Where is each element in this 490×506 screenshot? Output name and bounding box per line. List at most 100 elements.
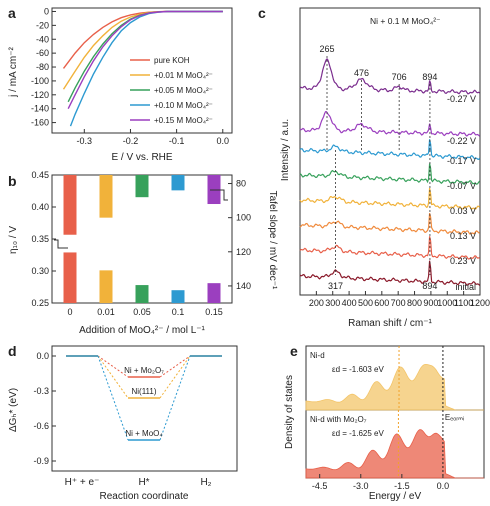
panel-d-ytick-label: 0.0 — [36, 351, 49, 361]
panel-b-xtick-label: 0 — [67, 307, 72, 317]
panel-e-fermi-label: Eₑₒᵣₘᵢ — [445, 413, 465, 422]
panel-d-frame — [51, 345, 238, 472]
panel-b-eta-bar — [207, 283, 221, 303]
panel-e-series-label: Ni-d — [310, 351, 325, 360]
panel-b-ytick-label: 0.40 — [31, 202, 49, 212]
panel-b-xtick-label: 0.15 — [205, 307, 223, 317]
panel-c-frame — [299, 7, 481, 296]
panel-c-xtick-label: 500 — [358, 298, 373, 308]
panel-e-center-label: εd = -1.625 eV — [332, 429, 384, 438]
panel-label-c: c — [258, 5, 266, 21]
panel-c-ylabel: Intensity / a.u. — [280, 119, 291, 181]
panel-c-potential-label: -0.22 V — [447, 136, 476, 146]
panel-a-xlabel: E / V vs. RHE — [111, 152, 172, 163]
panel-c-spectrum-line — [299, 111, 481, 137]
panel-b-eta-bar — [63, 252, 77, 303]
panel-e-xtick-label: -4.5 — [312, 481, 328, 491]
panel-a-ylabel: j / mA cm⁻² — [8, 46, 19, 97]
panel-b-y2label: Tafel slope / mV dec⁻¹ — [267, 191, 278, 290]
panel-b-y2tick-label: 80 — [236, 179, 246, 189]
panel-c-potential-label: 0.03 V — [450, 206, 476, 216]
panel-d-xtick-label: H₂ — [200, 477, 211, 488]
panel-c-peak-label-bottom: 317 — [328, 281, 343, 291]
panel-b-ytick-label: 0.25 — [31, 298, 49, 308]
panel-b-y2tick-label: 100 — [236, 213, 251, 223]
panel-b-xtick-label: 0.05 — [133, 307, 151, 317]
panel-c-xtick-label: 800 — [407, 298, 422, 308]
panel-c-spectrum-line — [299, 187, 481, 210]
panel-b-ytick-label: 0.30 — [31, 266, 49, 276]
panel-a-xtick-label: -0.1 — [169, 136, 185, 146]
panel-c-xtick-label: 300 — [325, 298, 340, 308]
panel-b-bar-chart: 0.25 0.30 0.35 0.40 0.45 80 100 120 140 0 0.01 0.05… — [8, 170, 278, 336]
panel-a-ytick-label: 0 — [44, 6, 49, 16]
panel-a-ytick-label: -40 — [36, 34, 49, 44]
panel-c-potential-label: initial — [455, 282, 476, 292]
panel-c-xtick-label: 1000 — [437, 298, 457, 308]
panel-c-xlabel: Raman shift / cm⁻¹ — [348, 318, 432, 329]
panel-d-xtick-label: H⁺ + e⁻ — [65, 477, 100, 488]
panel-d-connector — [159, 355, 191, 399]
panel-c-xtick-label: 600 — [374, 298, 389, 308]
panel-d-series-label: Ni + MoO₄ — [125, 429, 162, 438]
panel-e-xtick-label: 0.0 — [437, 481, 450, 491]
panel-d-connector — [97, 355, 129, 441]
panel-d-connector — [159, 355, 191, 441]
panel-a-xtick-label: -0.2 — [123, 136, 139, 146]
panel-d-ytick-label: -0.6 — [33, 421, 49, 431]
panel-d-series-label: Ni(111) — [131, 387, 156, 396]
panel-a-xtick-label: -0.3 — [77, 136, 93, 146]
panel-c-spectrum-line — [299, 163, 481, 185]
panel-a-ytick-label: -140 — [31, 104, 49, 114]
panel-c-potential-label: -0.07 V — [447, 181, 476, 191]
panel-c-peak-label: 894 — [422, 72, 437, 82]
panel-e-dos-area — [305, 429, 484, 479]
panel-b-xtick-label: 0.01 — [97, 307, 115, 317]
panel-b-xtick-label: 0.1 — [172, 307, 185, 317]
panel-a-ytick-label: -20 — [36, 20, 49, 30]
panel-a-ytick-label: -120 — [31, 90, 49, 100]
panel-c-raman-chart: Ni + 0.1 M MoO₄²⁻ 200 300 400 500 600 700 800 9… — [280, 7, 490, 329]
panel-c-potential-label: 0.13 V — [450, 231, 476, 241]
panel-c-potential-label: 0.23 V — [450, 256, 476, 266]
panel-b-tafel-bar — [135, 175, 149, 198]
panel-b-tafel-bar — [171, 175, 185, 191]
panel-d-xtick-label: H* — [138, 477, 149, 488]
panel-e-xlabel: Energy / eV — [369, 491, 422, 502]
panel-c-xtick-label: 1100 — [454, 298, 473, 308]
panel-c-xtick-label: 200 — [309, 298, 324, 308]
panel-d-ytick-label: -0.3 — [33, 386, 49, 396]
panel-label-a: a — [8, 5, 16, 21]
panel-b-y2tick-label: 140 — [236, 281, 251, 291]
panel-b-xlabel: Addition of MoO₄²⁻ / mol L⁻¹ — [79, 325, 205, 336]
panel-a-legend-label: +0.01 M MoO₄²⁻ — [154, 71, 213, 80]
panel-e-series-label: Ni-d with Mo₂O₇ — [310, 415, 367, 424]
panel-c-potential-label: -0.17 V — [447, 156, 476, 166]
panel-b-ytick-label: 0.35 — [31, 234, 49, 244]
panel-b-ylabel: η₁₀ / V — [8, 226, 19, 254]
panel-c-xtick-label: 900 — [423, 298, 438, 308]
panel-a-polarization-chart: -0.3 -0.2 -0.1 0.0 0 -20 -40 -60 -80 -100 -120 -140… — [8, 6, 233, 163]
panel-d-ytick-label: -0.9 — [33, 456, 49, 466]
panel-c-peak-label: 706 — [392, 72, 407, 82]
panel-label-b: b — [8, 173, 17, 189]
panel-c-spectrum-line — [299, 139, 481, 161]
panel-d-connector — [159, 355, 191, 378]
panel-c-spectrum-line — [299, 212, 480, 235]
panel-d-xlabel: Reaction coordinate — [100, 491, 189, 502]
panel-a-ytick-label: -80 — [36, 62, 49, 72]
panel-c-peak-label: 476 — [354, 68, 369, 78]
panel-d-connector — [97, 355, 129, 399]
panel-b-tafel-bar — [63, 175, 77, 235]
panel-a-legend-label: +0.10 M MoO₄²⁻ — [154, 101, 213, 110]
panel-e-ylabel: Density of states — [284, 375, 295, 449]
panel-b-tafel-bar — [99, 175, 113, 218]
panel-c-potential-label: -0.27 V — [447, 94, 476, 104]
panel-c-spectrum-line — [299, 236, 480, 260]
panel-e-center-label: εd = -1.603 eV — [332, 365, 384, 374]
panel-e-dos-chart: Ni-d εd = -1.603 eV Ni-d with Mo₂O₇ εd = -1… — [284, 345, 485, 502]
left-axis-arrow — [54, 239, 68, 249]
panel-a-series-line — [67, 10, 223, 110]
panel-a-ytick-label: -100 — [31, 76, 49, 86]
